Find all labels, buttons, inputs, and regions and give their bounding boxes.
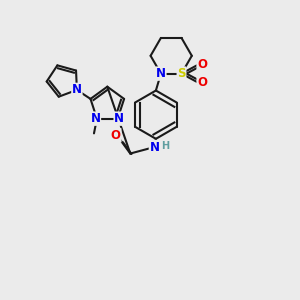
Text: H: H (161, 141, 170, 151)
Text: O: O (111, 129, 121, 142)
Text: N: N (72, 83, 82, 96)
Text: N: N (90, 112, 100, 125)
Text: N: N (156, 67, 166, 80)
Text: N: N (149, 141, 159, 154)
Text: S: S (177, 67, 186, 80)
Text: N: N (114, 112, 124, 125)
Text: O: O (197, 76, 207, 89)
Text: O: O (197, 58, 207, 71)
